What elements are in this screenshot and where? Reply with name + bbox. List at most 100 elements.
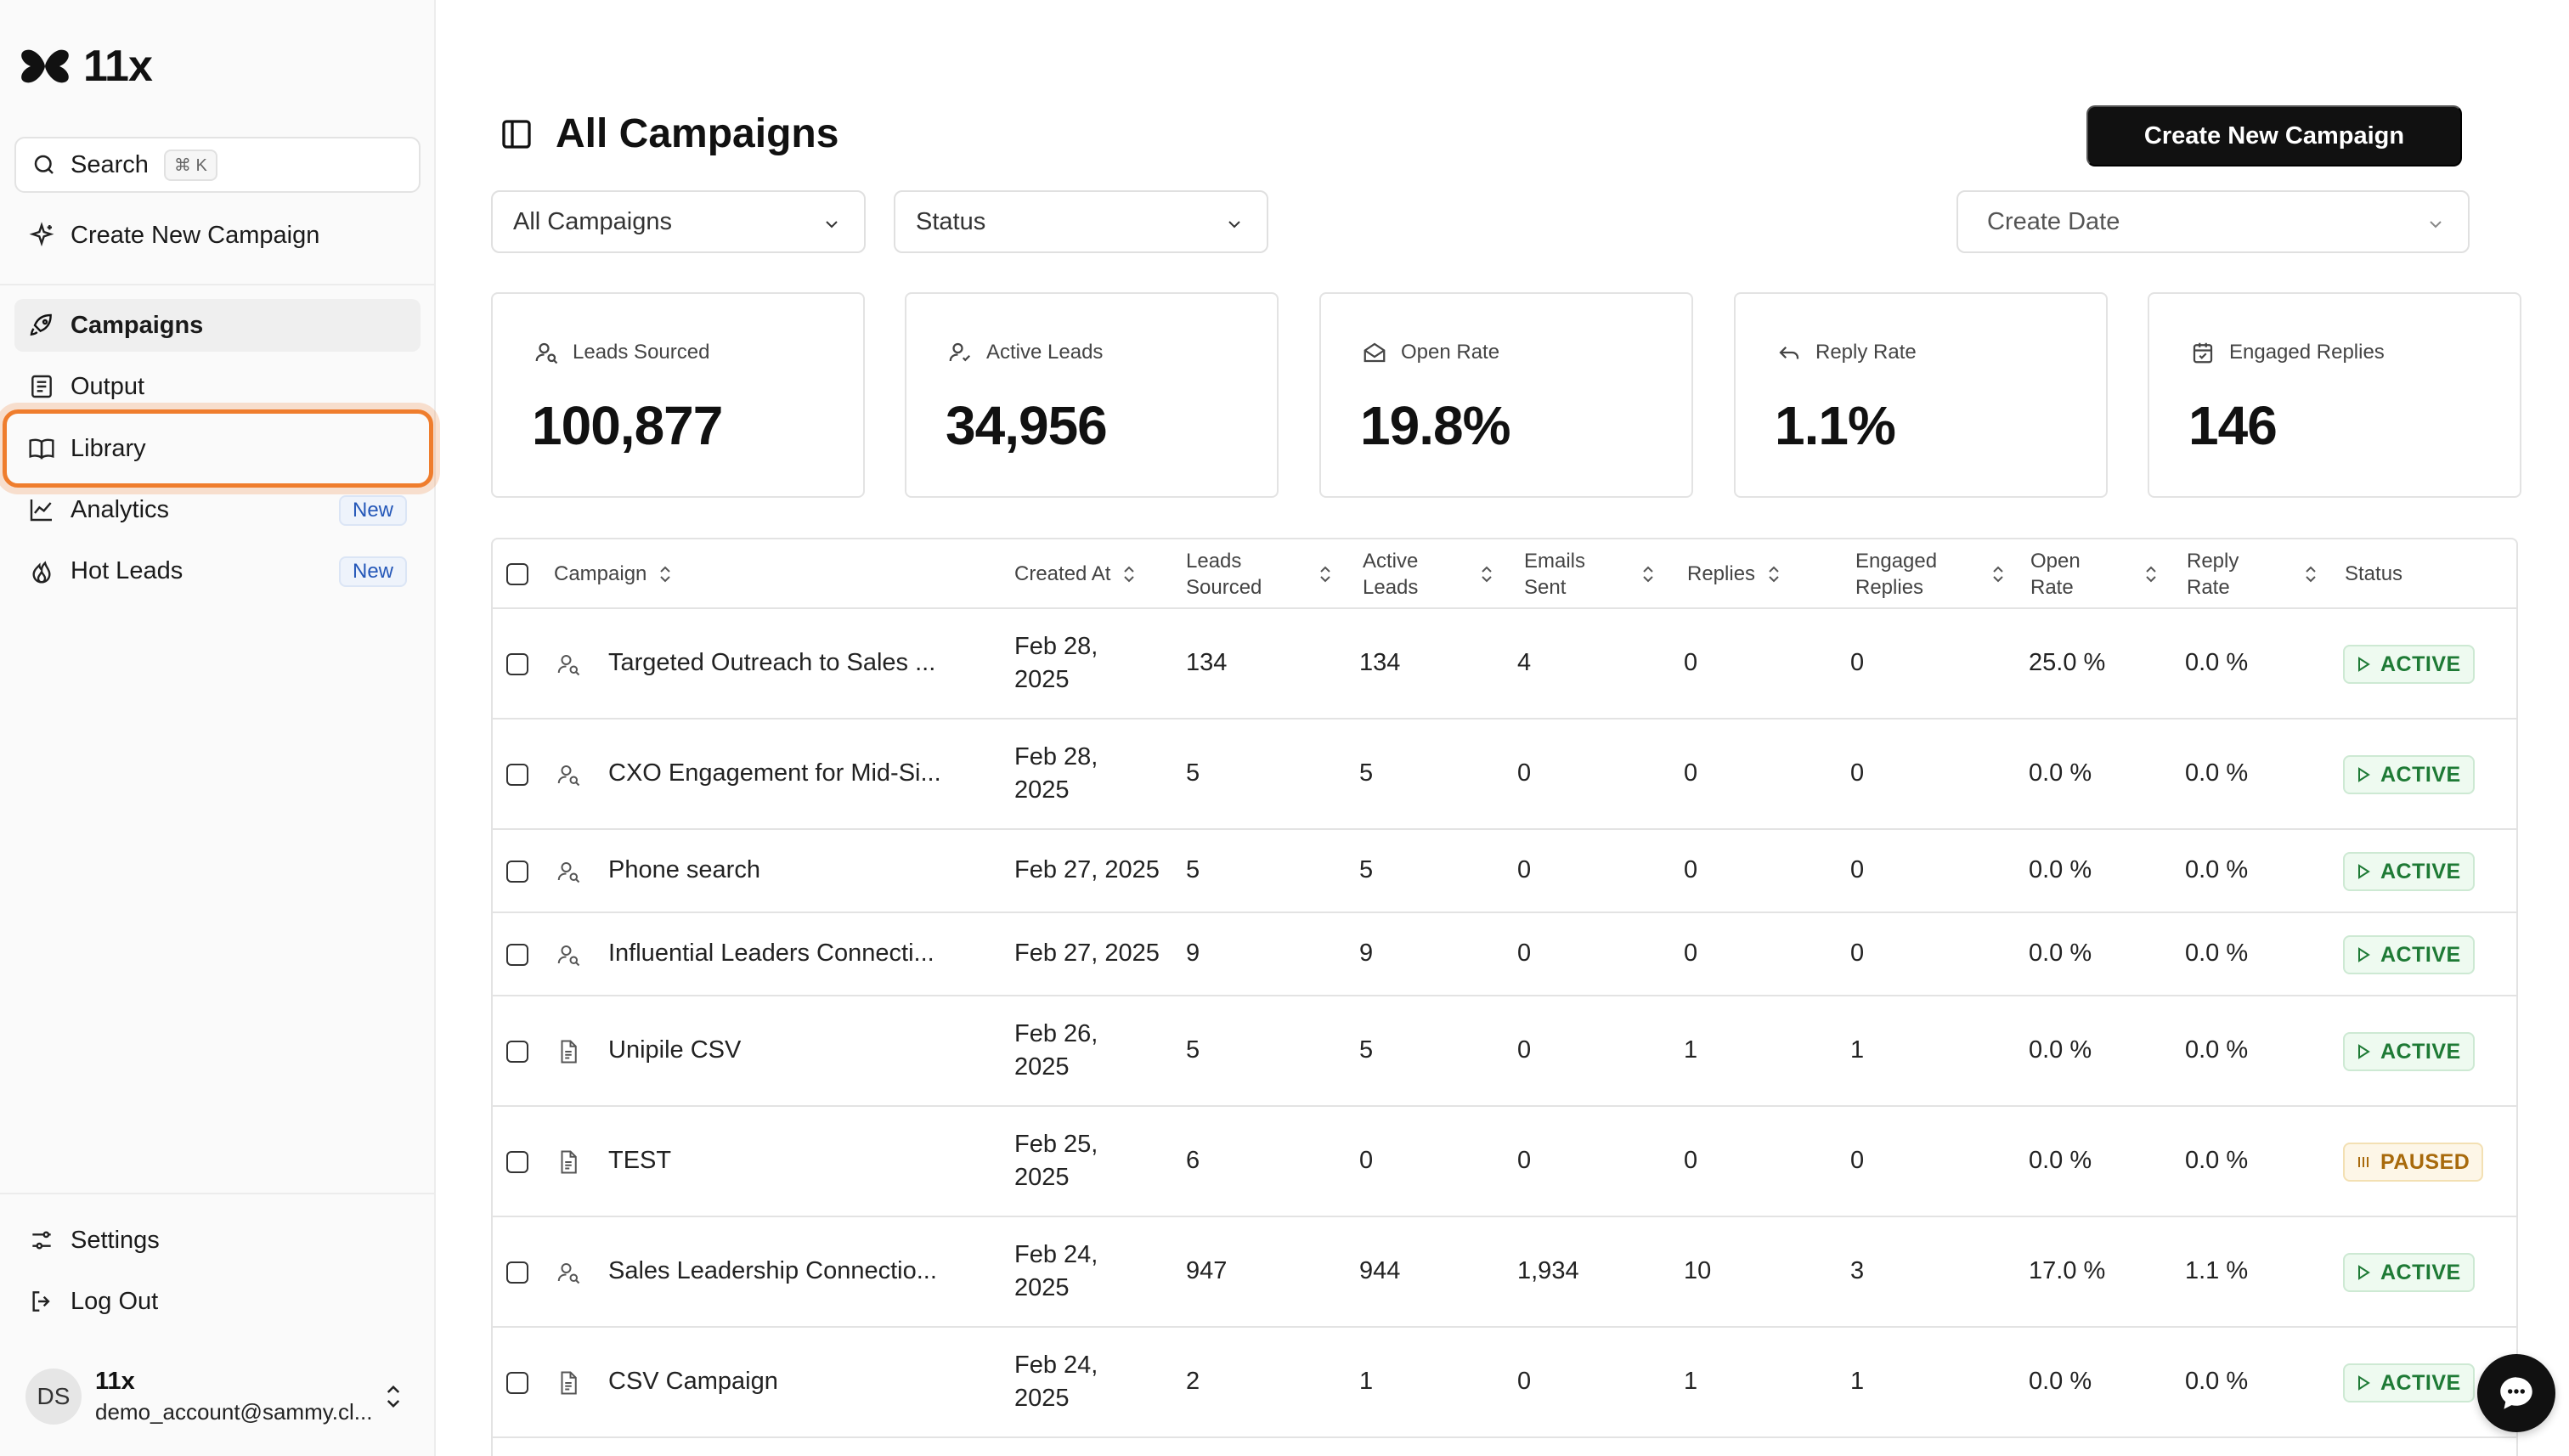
column-header-label: Sourced	[1186, 576, 1262, 599]
status-filter-select[interactable]: Status	[894, 190, 1268, 253]
stat-card-open-rate: Open Rate 19.8%	[1319, 292, 1693, 498]
chevron-up-down-icon[interactable]	[381, 1381, 406, 1412]
column-header-status: Status	[2345, 539, 2402, 609]
sort-icon[interactable]	[1990, 563, 2007, 585]
column-header-campaign[interactable]: Campaign	[554, 539, 674, 609]
search-shortcut: ⌘ K	[163, 149, 217, 181]
campaign-name[interactable]: Influential Leaders Connecti...	[608, 940, 934, 968]
cell-reply-rate: 0.0 %	[2185, 759, 2249, 787]
column-header-open-rate[interactable]: Open Rate	[2030, 539, 2158, 609]
column-header-active-leads[interactable]: Active Leads	[1363, 539, 1507, 609]
row-checkbox[interactable]	[506, 1261, 528, 1284]
table-row[interactable]: Phone search Feb 27, 2025 5 5 0 0 0 0.0 % 0.0 % A…	[493, 830, 2516, 913]
stat-value: 19.8%	[1360, 395, 1510, 456]
user-menu[interactable]: DS 11x demo_account@sammy.cl...	[25, 1368, 372, 1425]
sidebar-divider	[0, 284, 436, 285]
file-csv-icon	[556, 1039, 581, 1064]
sidebar-item-hot-leads[interactable]: Hot Leads New	[14, 545, 421, 597]
campaign-name[interactable]: Sales Leadership Connectio...	[608, 1257, 937, 1285]
stat-value: 146	[2188, 395, 2278, 456]
sidebar-item-label: Library	[71, 434, 146, 462]
status-filter-value: Status	[916, 207, 986, 235]
user-name: 11x	[95, 1368, 135, 1395]
campaign-name[interactable]: TEST	[608, 1147, 672, 1175]
calendar-check-icon	[2193, 342, 2213, 364]
campaigns-filter-select[interactable]: All Campaigns	[491, 190, 866, 253]
cell-leads: 5	[1186, 1036, 1200, 1064]
table-header-row: Campaign Created At Leads Sourced Active L…	[493, 539, 2516, 609]
column-header-label: Leads	[1363, 576, 1419, 599]
row-checkbox[interactable]	[506, 1041, 528, 1063]
table-row[interactable]: CSV Campaign Feb 24, 2025 2 1 0 1 1 0.0 % 0.0 % AC…	[493, 1328, 2516, 1438]
column-header-label: Replies	[1687, 562, 1756, 586]
column-header-label: Status	[2345, 562, 2403, 586]
create-date-filter-select[interactable]: Create Date	[1956, 190, 2470, 253]
created-at-line: 2025	[1014, 776, 1070, 804]
logout-link[interactable]: Log Out	[14, 1275, 421, 1328]
column-header-label: Leads	[1186, 549, 1242, 573]
file-csv-icon	[556, 1149, 581, 1175]
cell-active: 134	[1359, 649, 1401, 677]
chart-line-icon	[30, 499, 52, 522]
cell-replies: 10	[1684, 1257, 1712, 1285]
campaign-name[interactable]: Phone search	[608, 856, 760, 884]
column-header-label: Engaged	[1855, 549, 1938, 573]
stat-card-leads-sourced: Leads Sourced 100,877	[491, 292, 865, 498]
select-all-checkbox[interactable]	[506, 563, 528, 585]
column-header-emails-sent[interactable]: Emails Sent	[1524, 539, 1668, 609]
row-checkbox[interactable]	[506, 764, 528, 786]
created-at-line: Feb 26,	[1014, 1019, 1098, 1047]
campaign-name[interactable]: Unipile CSV	[608, 1036, 742, 1064]
sidebar-item-campaigns[interactable]: Campaigns	[14, 299, 421, 352]
sidebar-item-analytics[interactable]: Analytics New	[14, 483, 421, 536]
table-row[interactable]: TEST Feb 25, 2025 6 0 0 0 0 0.0 % 0.0 % PAUSED	[493, 1107, 2516, 1217]
sort-icon[interactable]	[2143, 563, 2160, 585]
cell-open-rate: 0.0 %	[2029, 856, 2092, 884]
search-input[interactable]: Search ⌘ K	[14, 137, 421, 193]
user-search-icon	[535, 342, 558, 364]
cell-leads: 134	[1186, 649, 1228, 677]
row-checkbox[interactable]	[506, 861, 528, 883]
play-icon	[2355, 1264, 2380, 1281]
created-at-line: Feb 25,	[1014, 1130, 1098, 1158]
table-row[interactable]: Unipile CSV Feb 26, 2025 5 5 0 1 1 0.0 % 0.0 % ACT…	[493, 996, 2516, 1107]
table-row[interactable]: Targeted Outreach to Sales ... Feb 28, 202…	[493, 609, 2516, 720]
sort-icon[interactable]	[2302, 563, 2319, 585]
table-row[interactable]: CXO Engagement for Mid-Si... Feb 28, 2025 5…	[493, 720, 2516, 830]
campaign-name[interactable]: CSV Campaign	[608, 1368, 778, 1396]
create-new-campaign-button[interactable]: Create New Campaign	[2086, 105, 2462, 166]
column-header-replies[interactable]: Replies	[1687, 539, 1782, 609]
table-row[interactable]: Influential Leaders Connecti... Feb 27, 2…	[493, 913, 2516, 996]
created-at: Feb 28, 2025	[1014, 720, 1184, 828]
settings-sliders-icon	[32, 1231, 51, 1250]
campaign-name[interactable]: Targeted Outreach to Sales ...	[608, 649, 936, 677]
sidebar-item-library[interactable]: Library	[14, 422, 421, 475]
column-header-created-at[interactable]: Created At	[1014, 539, 1138, 609]
chat-support-button[interactable]	[2477, 1354, 2555, 1432]
column-header-reply-rate[interactable]: Reply Rate	[2187, 539, 2314, 609]
cell-reply-rate: 0.0 %	[2185, 856, 2249, 884]
column-header-label: Reply	[2187, 549, 2239, 573]
row-checkbox[interactable]	[506, 1151, 528, 1173]
row-checkbox[interactable]	[506, 1372, 528, 1394]
settings-link[interactable]: Settings	[14, 1214, 421, 1267]
column-header-engaged-replies[interactable]: Engaged Replies	[1855, 539, 2000, 609]
status-badge: ACTIVE	[2343, 1032, 2475, 1071]
table-row[interactable]: Sales Leadership Connectio... Feb 24, 2025…	[493, 1217, 2516, 1328]
cell-active: 944	[1359, 1257, 1401, 1285]
row-checkbox[interactable]	[506, 653, 528, 675]
campaign-name[interactable]: CXO Engagement for Mid-Si...	[608, 759, 941, 787]
row-checkbox[interactable]	[506, 944, 528, 966]
app-logo[interactable]: 11x	[19, 41, 153, 92]
column-header-leads-sourced[interactable]: Leads Sourced	[1186, 539, 1330, 609]
sidebar-toggle-icon[interactable]	[500, 117, 534, 151]
sidebar-item-output[interactable]: Output	[14, 360, 421, 413]
sort-icon[interactable]	[1640, 563, 1657, 585]
sort-icon	[1124, 566, 1135, 583]
cell-open-rate: 0.0 %	[2029, 1147, 2092, 1175]
sort-icon[interactable]	[1317, 563, 1334, 585]
status-label: ACTIVE	[2380, 762, 2461, 787]
created-at: Feb 24, 2025	[1014, 1217, 1184, 1326]
sort-icon[interactable]	[1478, 563, 1495, 585]
create-campaign-link[interactable]: Create New Campaign	[14, 209, 421, 262]
